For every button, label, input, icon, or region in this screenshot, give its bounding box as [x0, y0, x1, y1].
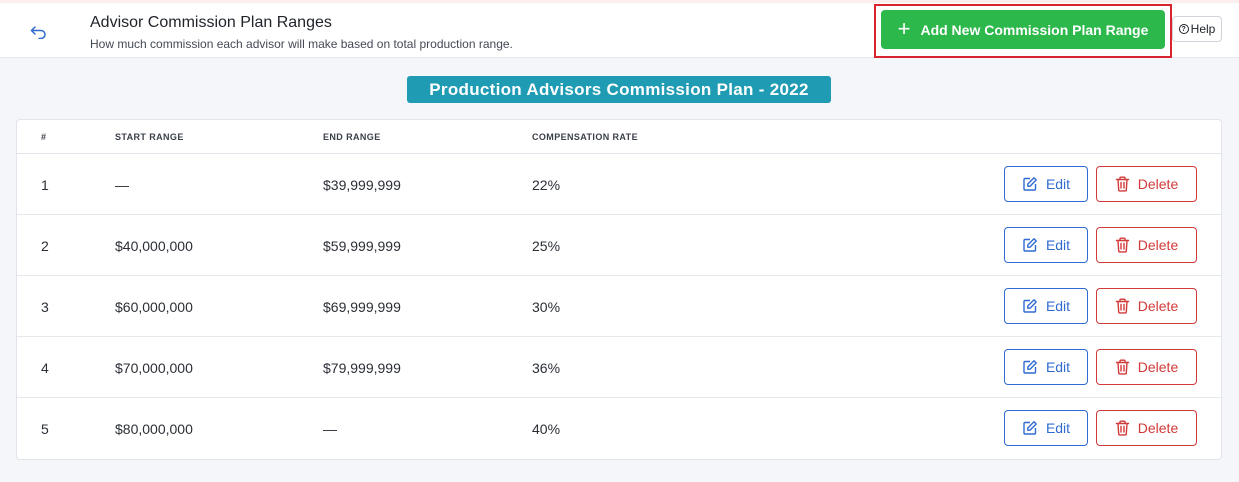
rate-cell: 22% — [532, 177, 561, 193]
table-row: 1 — $39,999,999 22% Edit Delete — [17, 154, 1221, 215]
trash-icon — [1115, 298, 1130, 314]
delete-button[interactable]: Delete — [1096, 166, 1197, 202]
page-title: Advisor Commission Plan Ranges — [90, 14, 332, 31]
plus-icon: + — [897, 15, 911, 41]
back-arrow-icon — [30, 25, 48, 39]
edit-icon — [1022, 237, 1038, 253]
start-range-cell: $60,000,000 — [115, 299, 193, 315]
delete-label: Delete — [1137, 237, 1179, 253]
question-icon: ? — [1178, 24, 1189, 34]
column-header-compensation-rate: COMPENSATION RATE — [532, 132, 638, 142]
edit-label: Edit — [1045, 237, 1071, 253]
rate-cell: 40% — [532, 421, 561, 437]
row-number: 5 — [41, 421, 49, 437]
trash-icon — [1115, 359, 1130, 375]
start-range-cell: $80,000,000 — [115, 421, 193, 437]
delete-label: Delete — [1137, 176, 1179, 192]
table-row: 4 $70,000,000 $79,999,999 36% Edit Delet… — [17, 337, 1221, 398]
edit-button[interactable]: Edit — [1004, 410, 1088, 446]
row-number: 4 — [41, 360, 49, 376]
trash-icon — [1115, 176, 1130, 192]
start-range-cell: $40,000,000 — [115, 238, 193, 254]
trash-icon — [1115, 420, 1130, 436]
column-header-number: # — [41, 132, 47, 142]
table-row: 2 $40,000,000 $59,999,999 25% Edit Delet… — [17, 215, 1221, 276]
edit-label: Edit — [1045, 298, 1071, 314]
delete-button[interactable]: Delete — [1096, 288, 1197, 324]
end-range-cell: $79,999,999 — [323, 360, 401, 376]
edit-icon — [1022, 176, 1038, 192]
delete-button[interactable]: Delete — [1096, 349, 1197, 385]
edit-label: Edit — [1045, 420, 1071, 436]
add-commission-range-button[interactable]: + Add New Commission Plan Range — [881, 10, 1165, 49]
delete-button[interactable]: Delete — [1096, 410, 1197, 446]
row-number: 3 — [41, 299, 49, 315]
row-number: 2 — [41, 238, 49, 254]
plan-title-badge: Production Advisors Commission Plan - 20… — [407, 76, 831, 103]
row-number: 1 — [41, 177, 49, 193]
trash-icon — [1115, 237, 1130, 253]
column-header-start-range: START RANGE — [115, 132, 184, 142]
delete-button[interactable]: Delete — [1096, 227, 1197, 263]
column-header-end-range: END RANGE — [323, 132, 381, 142]
rate-cell: 30% — [532, 299, 561, 315]
commission-table: # START RANGE END RANGE COMPENSATION RAT… — [16, 119, 1222, 460]
start-range-cell: — — [115, 177, 129, 193]
edit-label: Edit — [1045, 359, 1071, 375]
start-range-cell: $70,000,000 — [115, 360, 193, 376]
edit-button[interactable]: Edit — [1004, 349, 1088, 385]
help-label: Help — [1190, 22, 1216, 36]
rate-cell: 36% — [532, 360, 561, 376]
add-button-highlight — [874, 4, 1172, 58]
end-range-cell: $69,999,999 — [323, 299, 401, 315]
edit-label: Edit — [1045, 176, 1071, 192]
delete-label: Delete — [1137, 359, 1179, 375]
edit-button[interactable]: Edit — [1004, 288, 1088, 324]
edit-icon — [1022, 298, 1038, 314]
edit-icon — [1022, 359, 1038, 375]
help-button[interactable]: ? Help — [1172, 16, 1222, 42]
top-strip — [0, 0, 1239, 3]
end-range-cell: — — [323, 421, 337, 437]
edit-button[interactable]: Edit — [1004, 227, 1088, 263]
delete-label: Delete — [1137, 420, 1179, 436]
end-range-cell: $39,999,999 — [323, 177, 401, 193]
add-button-label: Add New Commission Plan Range — [920, 21, 1149, 38]
page-subtitle: How much commission each advisor will ma… — [90, 37, 513, 51]
back-button[interactable] — [26, 19, 52, 45]
table-row: 3 $60,000,000 $69,999,999 30% Edit Delet… — [17, 276, 1221, 337]
end-range-cell: $59,999,999 — [323, 238, 401, 254]
edit-button[interactable]: Edit — [1004, 166, 1088, 202]
table-header: # START RANGE END RANGE COMPENSATION RAT… — [17, 120, 1221, 154]
rate-cell: 25% — [532, 238, 561, 254]
table-row: 5 $80,000,000 — 40% Edit Delete — [17, 398, 1221, 459]
delete-label: Delete — [1137, 298, 1179, 314]
edit-icon — [1022, 420, 1038, 436]
